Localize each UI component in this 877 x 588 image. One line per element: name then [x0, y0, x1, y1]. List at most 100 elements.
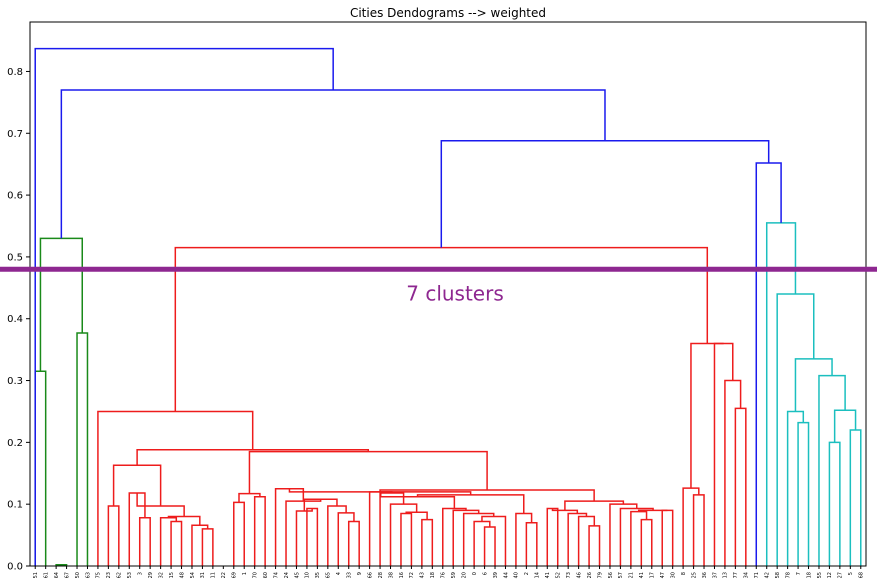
leaf-label: 70 — [252, 572, 258, 578]
leaf-label: 63 — [85, 572, 91, 578]
leaf-label: 2 — [524, 572, 530, 575]
dendrogram-link — [327, 505, 347, 566]
leaf-label: 75 — [96, 572, 102, 578]
leaf-label: 79 — [597, 572, 603, 578]
dendrogram-link — [379, 489, 595, 502]
dendrogram-link — [138, 517, 151, 566]
leaf-label: 44 — [503, 572, 509, 578]
leaf-label: 8 — [681, 572, 687, 575]
chart-title: Cities Dendograms --> weighted — [350, 6, 546, 20]
leaf-label: 69 — [232, 572, 238, 578]
leaf-label: 27 — [838, 572, 844, 578]
leaf-label: 41 — [545, 572, 551, 578]
dendrogram-link — [483, 526, 496, 566]
dendrogram-link — [248, 450, 488, 494]
leaf-label: 48 — [179, 572, 185, 578]
dendrogram-link — [39, 237, 83, 372]
leaf-label: 22 — [221, 572, 227, 578]
y-tick-label: 0.5 — [7, 252, 23, 263]
dendrogram-link — [797, 421, 810, 566]
dendrogram-link — [201, 528, 214, 566]
dendrogram-link — [588, 525, 601, 566]
leaf-label: 55 — [817, 572, 823, 578]
leaf-label: 32 — [158, 572, 164, 578]
leaf-label: 53 — [127, 572, 133, 578]
leaf-label: 76 — [441, 572, 447, 578]
dendrogram-link — [577, 515, 596, 566]
leaf-labels: 51 61 64 67 50 63 75 23 62 53 3 29 32 15 48 54 31 11 22 69 1… — [33, 566, 865, 578]
dendrogram-link — [564, 500, 625, 511]
leaf-label: 24 — [284, 572, 290, 578]
leaf-label: 25 — [691, 572, 697, 578]
leaf-label: 28 — [378, 572, 384, 578]
leaf-label: 16 — [399, 572, 405, 578]
leaf-label: 18 — [430, 572, 436, 578]
leaf-label: 40 — [514, 572, 520, 578]
leaf-label: 10 — [305, 572, 311, 578]
leaf-label: 59 — [451, 572, 457, 578]
leaf-label: 50 — [75, 572, 81, 578]
dendrogram-link — [400, 512, 413, 566]
leaf-label: 20 — [461, 572, 467, 578]
dendrogram-link — [765, 222, 797, 566]
dendrogram-link — [473, 520, 491, 566]
y-axis: 0.0 0.1 0.2 0.3 0.4 0.5 0.6 0.7 0.8 — [7, 67, 30, 573]
leaf-label: 12 — [827, 572, 833, 578]
leaf-label: 17 — [650, 572, 656, 578]
leaf-label: 68 — [859, 572, 865, 578]
leaf-label: 9 — [357, 572, 363, 575]
leaf-label: 43 — [420, 572, 426, 578]
dendrogram-link — [379, 491, 456, 509]
dendrogram-link — [462, 512, 495, 566]
dendrogram-link — [692, 494, 705, 566]
y-tick-label: 0.2 — [7, 438, 23, 449]
leaf-label: 1 — [242, 572, 248, 575]
dendrogram-link — [136, 449, 370, 466]
leaf-label: 29 — [148, 572, 154, 578]
plot-frame — [29, 21, 867, 567]
leaf-label: 11 — [211, 572, 217, 578]
leaf-label: 4 — [336, 572, 342, 575]
dendrogram-link — [690, 342, 724, 489]
dendrogram-link — [525, 521, 538, 566]
dendrogram-link — [274, 487, 305, 566]
dendrogram-link — [619, 507, 654, 566]
dendrogram-link — [786, 410, 805, 566]
leaf-label: 52 — [556, 572, 562, 578]
leaf-label: 65 — [326, 572, 332, 578]
leaf-label: 78 — [785, 572, 791, 578]
dendrogram-link — [794, 358, 833, 412]
leaf-label: 14 — [535, 572, 541, 578]
leaf-label: 21 — [629, 572, 635, 578]
dendrogram-link — [347, 520, 360, 566]
leaf-label: 64 — [54, 572, 60, 578]
dendrogram-link — [379, 492, 405, 566]
dendrogram-link — [295, 508, 313, 566]
dendrogram-link — [174, 246, 709, 412]
leaf-label: 41 — [639, 572, 645, 578]
dendrogram-link — [303, 498, 338, 511]
leaf-label: 31 — [200, 572, 206, 578]
leaf-label: 33 — [347, 572, 353, 578]
dendrogram-link — [833, 409, 857, 443]
leaf-label: 67 — [64, 572, 70, 578]
y-tick-label: 0.3 — [7, 376, 23, 387]
leaf-label: 74 — [273, 572, 279, 578]
dendrogram-link — [567, 512, 588, 566]
dendrogram-link — [640, 518, 653, 566]
leaf-label: 34 — [744, 572, 750, 578]
dendrogram-link — [60, 89, 606, 239]
dendrogram-link — [828, 441, 841, 566]
leaf-label: 77 — [733, 572, 739, 578]
leaf-label: 37 — [712, 572, 718, 578]
dendrogram-link — [849, 429, 862, 566]
dendrogram-link — [546, 507, 559, 566]
leaf-label: 54 — [190, 572, 196, 578]
leaf-label: 38 — [388, 572, 394, 578]
dendrogram-link — [440, 139, 770, 248]
dendrogram-link — [159, 517, 178, 566]
dendrogram-link — [97, 410, 254, 566]
dendrogram-link — [442, 507, 467, 566]
dendrogram-link — [661, 509, 674, 566]
